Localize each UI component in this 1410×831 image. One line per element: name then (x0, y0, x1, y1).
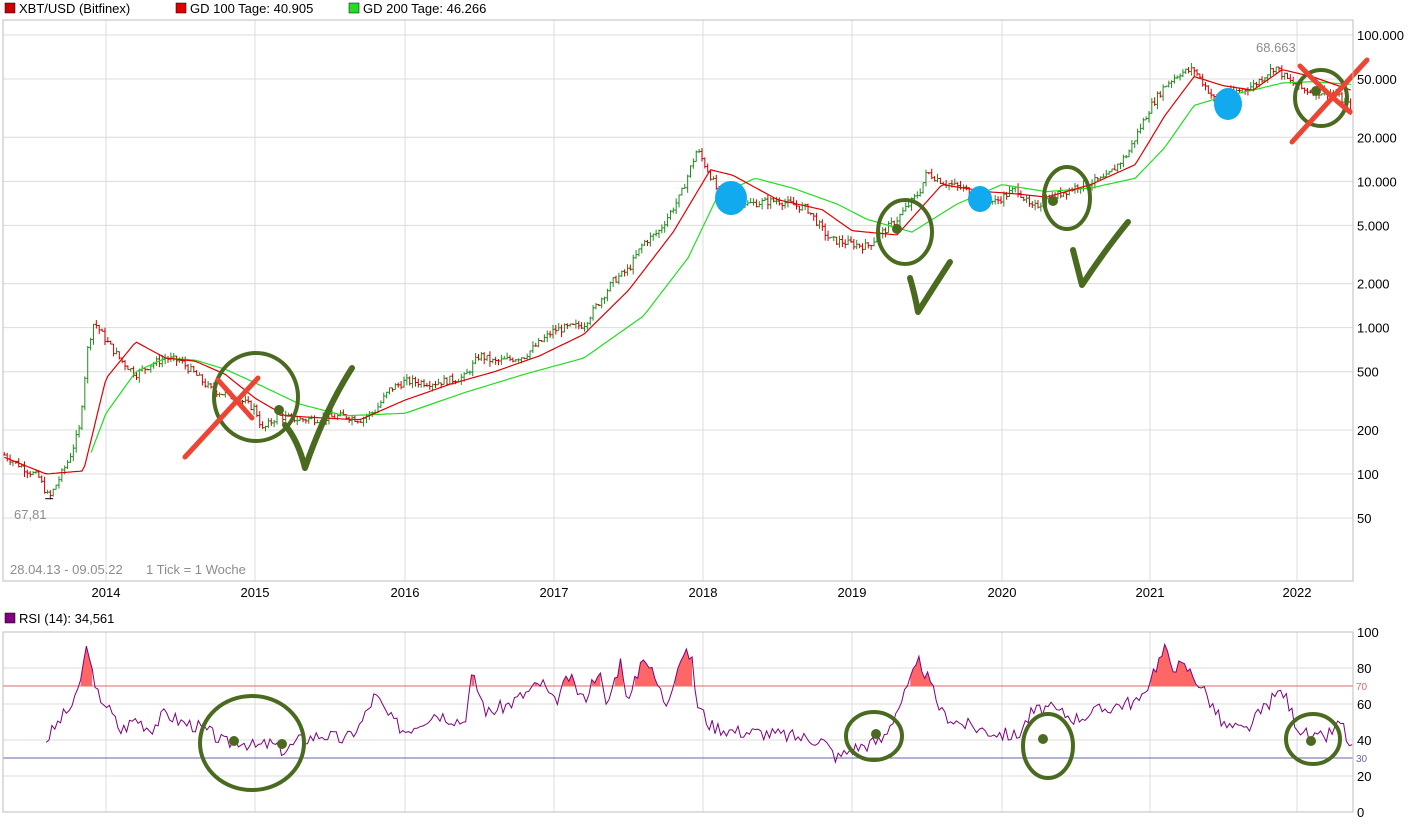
marker-circle-2019 (876, 198, 934, 266)
rsi-oversold-label: 30 (1356, 754, 1368, 765)
x-tick-label-2020: 2020 (988, 585, 1017, 600)
marker-dot-2020 (1048, 196, 1058, 206)
marker-rsi-circle-2019 (844, 710, 904, 762)
marker-circle-2015 (212, 351, 300, 443)
rsi-overbought-fill (634, 660, 658, 686)
marker-dot-2019 (892, 224, 902, 234)
rsi-overbought-fill (674, 648, 693, 686)
low-label: 67,81 (14, 507, 47, 522)
rsi-tick-label-5: 0 (1357, 805, 1364, 820)
marker-rsi-circle-2022 (1284, 712, 1342, 766)
marker-rsi-dot-2019 (871, 729, 881, 739)
marker-rsi-dot-2015b (277, 739, 287, 749)
marker-check-2020 (1070, 219, 1131, 288)
rsi-line (45, 642, 1353, 765)
x-tick-label-2021: 2021 (1136, 585, 1165, 600)
ma100-line (4, 69, 1351, 475)
price-tick-label-3: 10.000 (1357, 174, 1397, 189)
price-panel-frame (2, 19, 1354, 582)
x-tick-label-2016: 2016 (391, 585, 420, 600)
legend-label-ma100: GD 100 Tage: 40.905 (190, 1, 313, 16)
rsi-overbought-fill (563, 674, 575, 686)
x-tick-label-2018: 2018 (689, 585, 718, 600)
marker-check-2015 (282, 365, 355, 471)
rsi-overbought-fill (471, 674, 475, 686)
marker-blue-dot-2021 (1214, 88, 1242, 120)
price-tick-label-9: 100 (1357, 467, 1379, 482)
legend-label-price: XBT/USD (Bitfinex) (19, 1, 130, 16)
rsi-overbought-fill (80, 646, 93, 686)
marker-check-2019 (907, 259, 953, 315)
price-series (2, 63, 1353, 500)
marker-rsi-dot-2020 (1038, 734, 1048, 744)
marker-rsi-circle-2020 (1021, 712, 1075, 780)
legend-swatch-ma100 (175, 2, 187, 14)
rsi-tick-label-0: 100 (1357, 625, 1379, 640)
marker-dot-2022 (1311, 86, 1321, 96)
marker-blue-dot-2018 (715, 181, 747, 215)
tick-info-text: 1 Tick = 1 Woche (146, 562, 246, 577)
rsi-tick-label-1: 80 (1357, 661, 1371, 676)
legend-swatch-ma200 (348, 2, 360, 14)
rsi-overbought-label: 70 (1356, 682, 1368, 693)
legend-main: XBT/USD (Bitfinex) GD 100 Tage: 40.905 G… (4, 1, 486, 16)
legend-swatch-rsi (4, 612, 16, 624)
price-tick-label-8: 200 (1357, 423, 1379, 438)
price-tick-label-7: 500 (1357, 365, 1379, 380)
rsi-tick-label-4: 20 (1357, 769, 1371, 784)
rsi-overbought-fill (1150, 644, 1196, 686)
marker-blue-dot-2019 (968, 186, 992, 212)
date-range-text: 28.04.13 - 09.05.22 (10, 562, 123, 577)
price-tick-label-0: 100.000 (1357, 28, 1404, 43)
marker-circle-2022 (1293, 68, 1349, 128)
marker-cross-2015 (182, 375, 261, 460)
marker-rsi-circle-2015 (198, 694, 306, 792)
marker-rsi-dot-2015a (229, 736, 239, 746)
hand-drawn-markers (182, 57, 1370, 792)
marker-dot-2015 (274, 405, 284, 415)
marker-rsi-dot-2022 (1306, 736, 1316, 746)
x-tick-label-2017: 2017 (540, 585, 569, 600)
price-tick-label-1: 50.000 (1357, 72, 1397, 87)
rsi-tick-label-2: 60 (1357, 697, 1371, 712)
price-tick-label-2: 20.000 (1357, 130, 1397, 145)
rsi-tick-label-3: 40 (1357, 733, 1371, 748)
rsi-series (45, 642, 1353, 765)
x-tick-label-2019: 2019 (838, 585, 867, 600)
marker-cross-2022 (1289, 57, 1370, 145)
legend-rsi: RSI (14): 34,561 (4, 611, 114, 626)
rsi-overbought-fill (910, 656, 934, 686)
rsi-panel-frame (2, 631, 1354, 813)
price-tick-label-4: 5.000 (1357, 218, 1390, 233)
legend-label-ma200: GD 200 Tage: 46.266 (363, 1, 486, 16)
legend-swatch-price (4, 2, 16, 14)
price-tick-label-10: 50 (1357, 511, 1371, 526)
price-tick-label-6: 1.000 (1357, 321, 1390, 336)
price-grid: 2014 2015 2016 2017 2018 2019 2020 2021 2022 100.… (3, 20, 1404, 600)
x-tick-label-2014: 2014 (92, 585, 121, 600)
marker-circle-2020 (1042, 165, 1092, 231)
high-label: 68.663 (1256, 40, 1296, 55)
price-tick-label-5: 2.000 (1357, 277, 1390, 292)
x-tick-label-2015: 2015 (241, 585, 270, 600)
legend-label-rsi: RSI (14): 34,561 (19, 611, 114, 626)
x-tick-label-2022: 2022 (1283, 585, 1312, 600)
